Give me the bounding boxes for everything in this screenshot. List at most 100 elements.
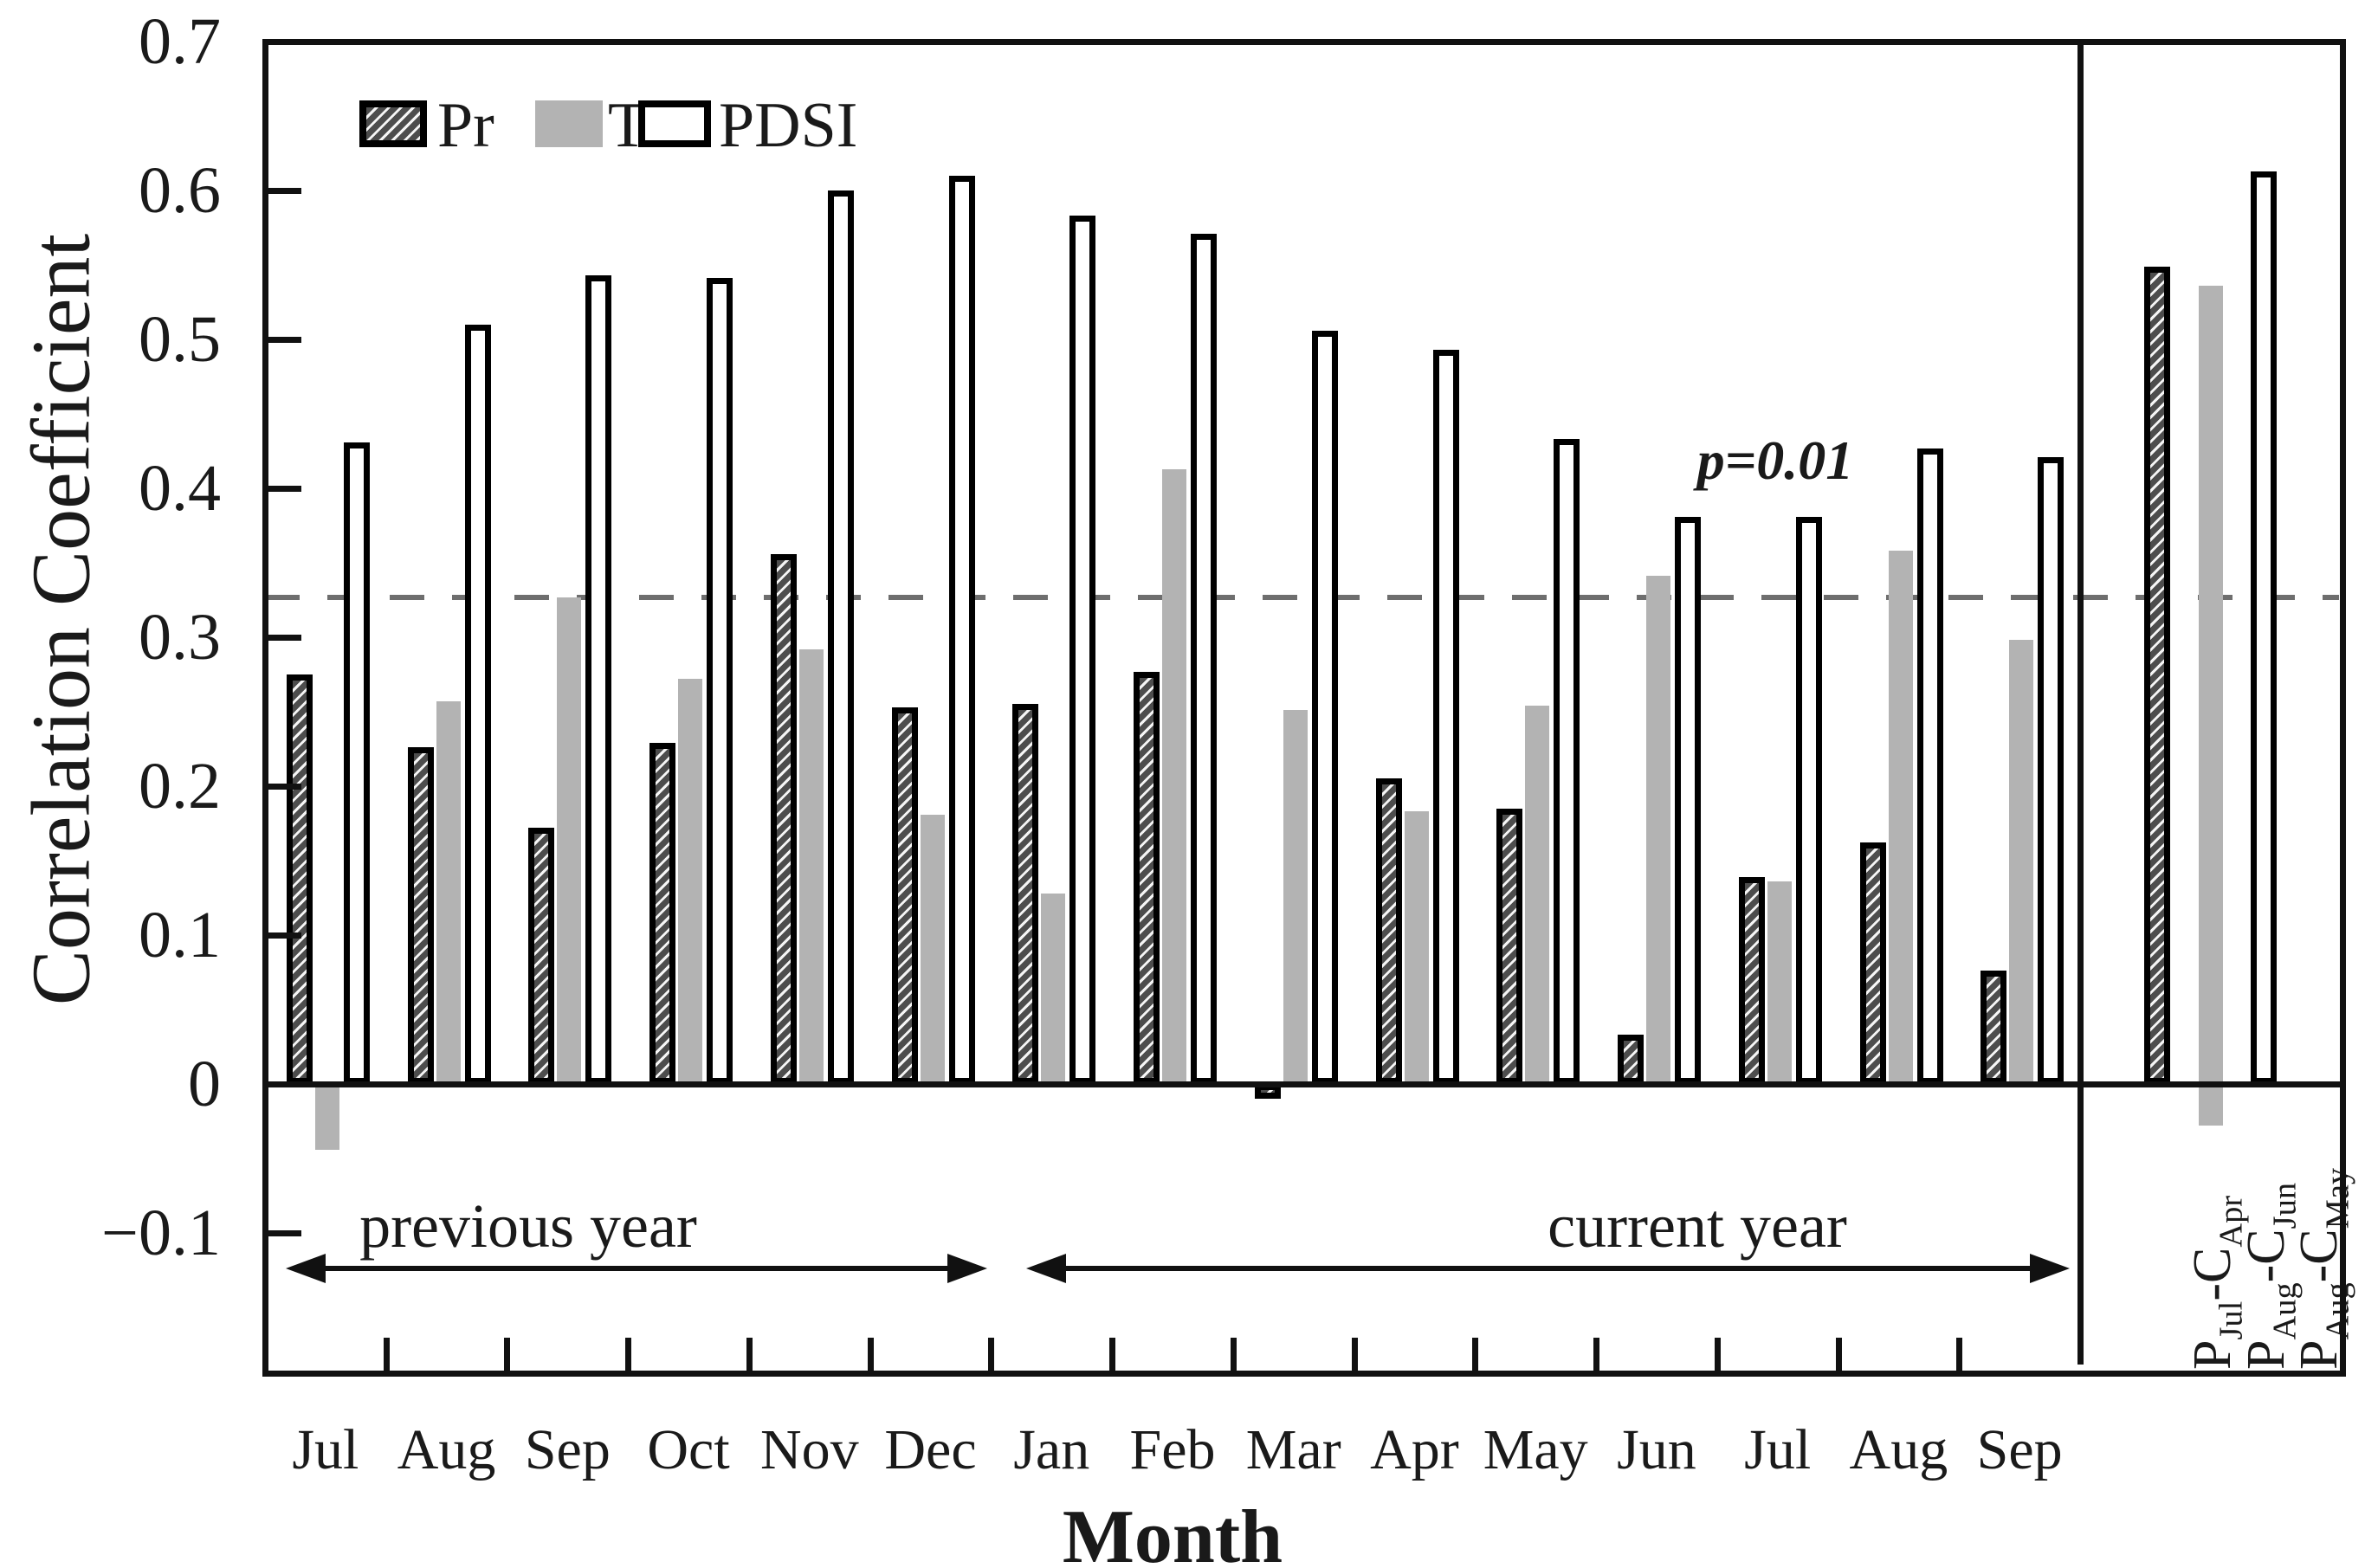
x-axis-tick <box>1351 1338 1358 1371</box>
x-axis-tick <box>988 1338 995 1371</box>
bar-Apr-9-Pr <box>1375 778 1402 1084</box>
threshold-label: p=0.01 <box>1696 429 1854 491</box>
bar-Sep-2-T <box>557 597 582 1084</box>
combo-bar-0 <box>2144 266 2170 1084</box>
y-axis-tick-label: 0 <box>188 1048 221 1120</box>
bar-Dec-5-PDSI <box>948 175 975 1084</box>
bar-Dec-5-Pr <box>891 707 918 1084</box>
x-axis-tick <box>1714 1338 1721 1371</box>
month-label-12-jul: Jul <box>1744 1418 1812 1481</box>
x-axis-tick <box>383 1338 390 1371</box>
t-legend-swatch <box>535 100 603 147</box>
bar-Feb-7-T <box>1162 468 1187 1084</box>
bar-Jan-6-PDSI <box>1069 216 1096 1084</box>
x-axis-tick <box>867 1338 874 1371</box>
panel-separator-line <box>2077 45 2084 1365</box>
x-axis-tick <box>1593 1338 1600 1371</box>
bar-Jun-11-T <box>1646 576 1671 1084</box>
x-axis-tick <box>746 1338 753 1371</box>
y-axis-tick-label: −0.1 <box>101 1197 221 1269</box>
bar-Apr-9-T <box>1404 811 1429 1084</box>
bar-Jul-0-Pr <box>287 674 313 1084</box>
month-label-11-jun: Jun <box>1617 1418 1696 1481</box>
bar-Dec-5-T <box>920 814 945 1084</box>
month-label-2-sep: Sep <box>524 1418 611 1481</box>
combo-bar-1 <box>2199 286 2223 1126</box>
month-label-14-sep: Sep <box>1976 1418 2063 1481</box>
y-axis-tick-label: 0.7 <box>139 5 221 78</box>
x-axis-tick <box>504 1338 511 1371</box>
bar-Mar-8-PDSI <box>1311 330 1338 1084</box>
month-label-4-nov: Nov <box>759 1418 859 1481</box>
bar-Sep-2-PDSI <box>585 275 612 1084</box>
current-year-label: current year <box>1548 1191 1847 1261</box>
month-label-0-jul: Jul <box>292 1418 359 1481</box>
month-label-5-dec: Dec <box>884 1418 977 1481</box>
y-axis-tick-label: 0.3 <box>139 601 221 674</box>
significance-threshold-dashed-line <box>265 595 2339 600</box>
previous-year-label: previous year <box>359 1191 697 1261</box>
bar-Apr-9-PDSI <box>1432 350 1459 1084</box>
x-axis-title: Month <box>1062 1495 1283 1568</box>
current-year-arrow-right-head <box>2030 1254 2070 1283</box>
bar-May-10-Pr <box>1496 808 1523 1084</box>
month-label-7-feb: Feb <box>1129 1418 1216 1481</box>
bar-May-10-T <box>1525 706 1550 1084</box>
y-axis-tick-label: 0.6 <box>139 154 221 227</box>
x-axis-tick <box>1835 1338 1842 1371</box>
y-axis-tick <box>268 784 301 790</box>
bar-Oct-3-PDSI <box>707 278 733 1084</box>
x-axis-tick <box>1956 1338 1963 1371</box>
bar-Jun-11-PDSI <box>1675 516 1702 1084</box>
bar-Aug-1-T <box>436 700 461 1084</box>
pr-legend-swatch <box>359 100 427 147</box>
bar-Jul-12-T <box>1767 881 1792 1084</box>
bar-Mar-8-T <box>1283 710 1308 1084</box>
y-axis-tick <box>268 188 301 194</box>
bar-Jan-6-Pr <box>1012 704 1039 1084</box>
previous-year-arrow-left-head <box>286 1254 326 1283</box>
bar-Nov-4-Pr <box>770 553 797 1084</box>
bar-Sep-14-T <box>2009 640 2034 1084</box>
legend-label-pr: Pr <box>437 90 494 161</box>
previous-year-arrow-shaft <box>320 1266 953 1271</box>
month-label-1-aug: Aug <box>397 1418 496 1481</box>
bar-Aug-13-Pr <box>1859 842 1886 1084</box>
combo-bar-label-2: PAug-CMay <box>2290 1167 2356 1370</box>
bar-Sep-14-Pr <box>1981 971 2007 1084</box>
bar-Jul-12-PDSI <box>1795 516 1822 1084</box>
bar-Aug-13-T <box>1888 551 1913 1084</box>
month-label-9-apr: Apr <box>1370 1418 1459 1481</box>
combo-bar-2 <box>2251 171 2277 1084</box>
bar-Feb-7-Pr <box>1134 671 1160 1084</box>
bar-Jul-0-T <box>315 1084 339 1150</box>
bar-Aug-13-PDSI <box>1916 448 1943 1084</box>
y-axis-tick-label: 0.2 <box>139 750 221 823</box>
y-axis-tick <box>268 486 301 492</box>
bar-Aug-1-PDSI <box>464 324 491 1084</box>
x-axis-tick <box>1472 1338 1479 1371</box>
x-axis-tick <box>1230 1338 1237 1371</box>
legend-label-pdsi: PDSI <box>719 90 858 161</box>
bar-Nov-4-T <box>798 648 824 1084</box>
bar-Jul-0-PDSI <box>344 442 370 1084</box>
month-label-10-may: May <box>1483 1418 1588 1481</box>
bar-Nov-4-PDSI <box>827 190 854 1084</box>
bar-May-10-PDSI <box>1554 439 1580 1084</box>
bar-Oct-3-Pr <box>649 743 676 1084</box>
bar-Jan-6-T <box>1041 893 1066 1084</box>
y-axis-tick <box>268 1230 301 1236</box>
y-axis-tick <box>268 635 301 641</box>
y-axis-tick <box>268 932 301 939</box>
current-year-arrow-left-head <box>1026 1254 1066 1283</box>
x-axis-tick <box>1109 1338 1116 1371</box>
y-axis-tick <box>268 337 301 343</box>
bar-Oct-3-T <box>678 679 703 1084</box>
bar-Jul-12-Pr <box>1738 876 1765 1084</box>
pdsi-legend-swatch <box>638 100 711 147</box>
x-axis-tick <box>625 1338 632 1371</box>
bar-Sep-2-Pr <box>528 828 555 1084</box>
bar-Aug-1-Pr <box>407 747 434 1084</box>
y-axis-tick-label: 0.1 <box>139 899 221 971</box>
